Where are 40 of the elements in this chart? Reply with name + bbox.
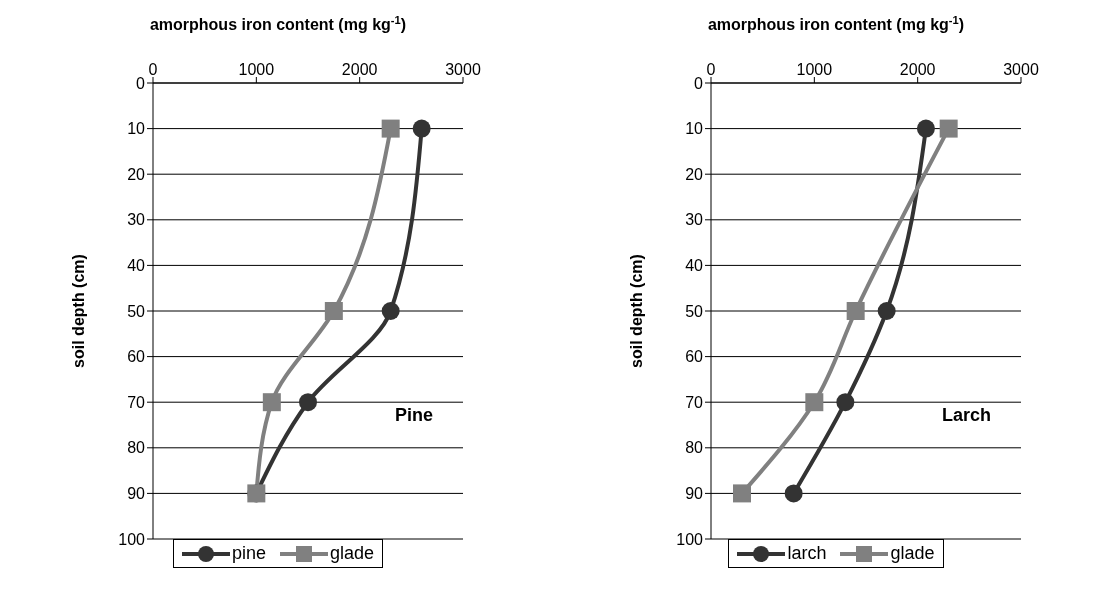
x-tick-label: 1000 [238, 61, 275, 78]
y-tick-label: 40 [127, 257, 146, 275]
y-tick-label: 60 [127, 348, 146, 366]
y-tick-label: 90 [685, 485, 704, 503]
x-tick-label: 1000 [796, 61, 833, 78]
y-axis-title: soil depth (cm) [69, 254, 87, 368]
y-tick-label: 70 [127, 393, 146, 411]
y-tick-label: 60 [685, 348, 704, 366]
y-tick-label: 10 [685, 120, 704, 138]
y-tick-label: 20 [127, 165, 146, 183]
legend-label: glade [889, 543, 935, 564]
y-tick-label: 40 [685, 257, 704, 275]
y-tick-label: 30 [127, 211, 146, 229]
x-tick-label: 0 [706, 61, 716, 78]
annotation: Pine [394, 404, 433, 426]
y-tick-label: 100 [118, 530, 146, 548]
legend-label: glade [329, 543, 375, 564]
x-tick-label: 2000 [341, 61, 378, 78]
x-axis-title: amorphous iron content (mg kg$^{-1}$) [149, 14, 407, 33]
x-tick-label: 3000 [445, 61, 481, 78]
y-tick-label: 50 [685, 302, 704, 320]
y-tick-label: 80 [685, 439, 704, 457]
x-tick-label: 3000 [1003, 61, 1039, 78]
legend-label: pine [230, 543, 266, 564]
y-tick-label: 10 [127, 120, 146, 138]
y-tick-label: 0 [136, 74, 146, 92]
y-tick-label: 70 [685, 393, 704, 411]
y-tick-label: 30 [685, 211, 704, 229]
x-tick-label: 2000 [899, 61, 936, 78]
y-tick-label: 100 [676, 530, 704, 548]
x-axis-title: amorphous iron content (mg kg$^{-1}$) [707, 14, 965, 33]
y-axis-title: soil depth (cm) [627, 254, 645, 368]
y-tick-label: 50 [127, 302, 146, 320]
x-tick-label: 0 [148, 61, 158, 78]
legend-label: larch [786, 543, 827, 564]
y-tick-label: 20 [685, 165, 704, 183]
annotation: Larch [941, 404, 991, 426]
y-tick-label: 80 [127, 439, 146, 457]
y-tick-label: 90 [127, 485, 146, 503]
y-tick-label: 0 [694, 74, 704, 92]
